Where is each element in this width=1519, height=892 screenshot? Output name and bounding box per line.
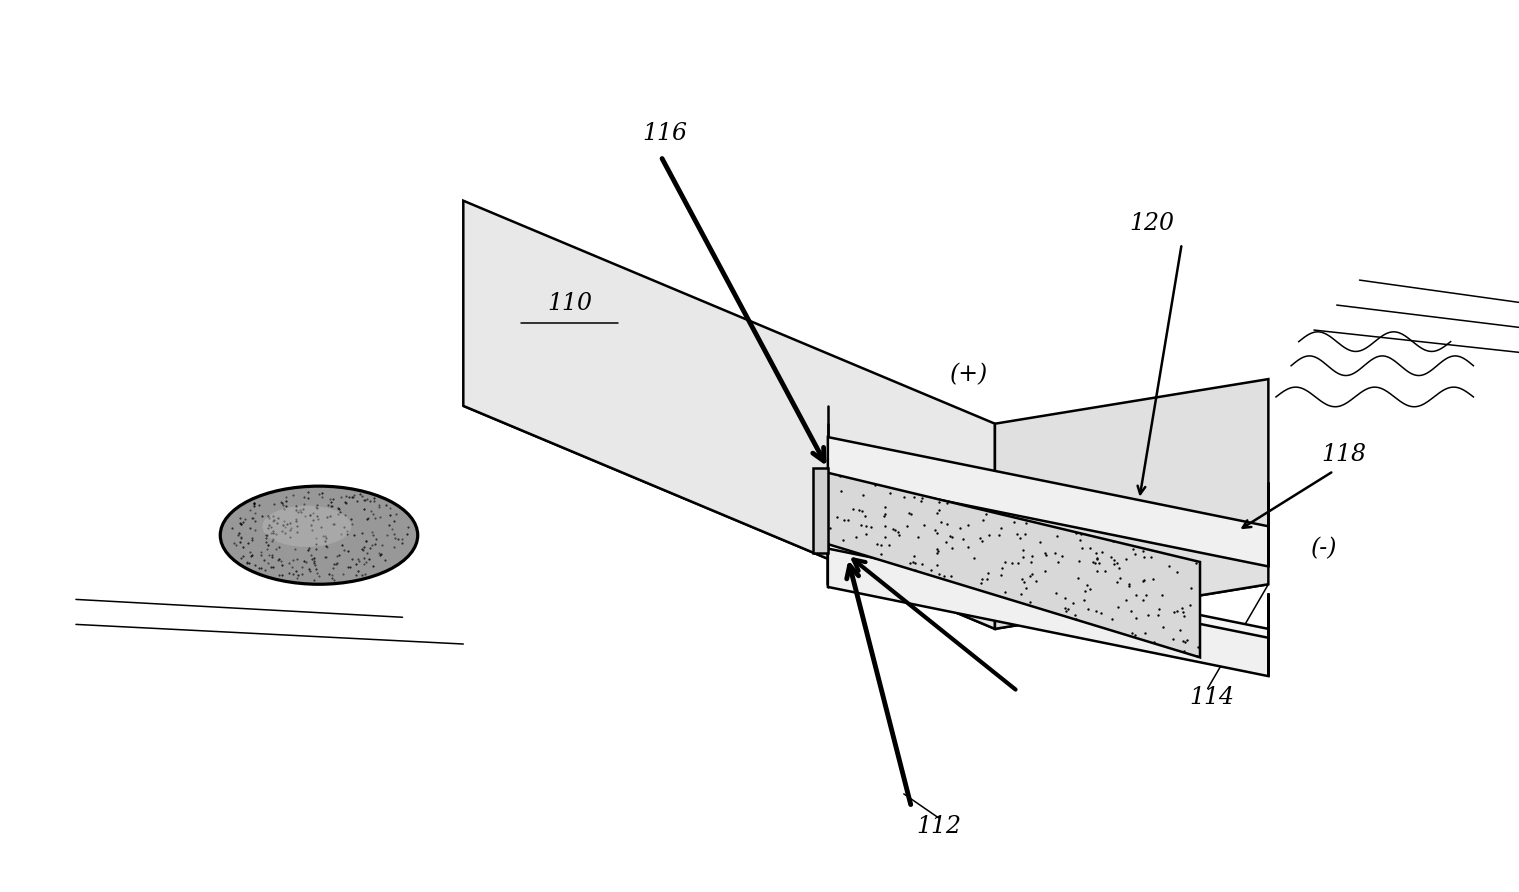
Polygon shape [828, 437, 1268, 566]
Ellipse shape [263, 506, 351, 547]
Text: 112: 112 [916, 815, 962, 838]
Text: 116: 116 [643, 122, 688, 145]
Text: (-): (-) [1311, 537, 1338, 560]
Text: 114: 114 [1189, 686, 1235, 709]
Polygon shape [463, 361, 1268, 629]
Text: 118: 118 [1322, 443, 1367, 467]
Text: (+): (+) [949, 363, 989, 386]
Polygon shape [828, 540, 1268, 673]
Text: 110: 110 [547, 292, 592, 315]
Polygon shape [828, 544, 1268, 673]
Polygon shape [995, 379, 1268, 629]
Ellipse shape [220, 486, 418, 584]
Polygon shape [463, 201, 995, 629]
Polygon shape [828, 549, 1268, 676]
Polygon shape [813, 468, 828, 553]
Polygon shape [828, 473, 1200, 657]
Text: 120: 120 [1129, 211, 1174, 235]
